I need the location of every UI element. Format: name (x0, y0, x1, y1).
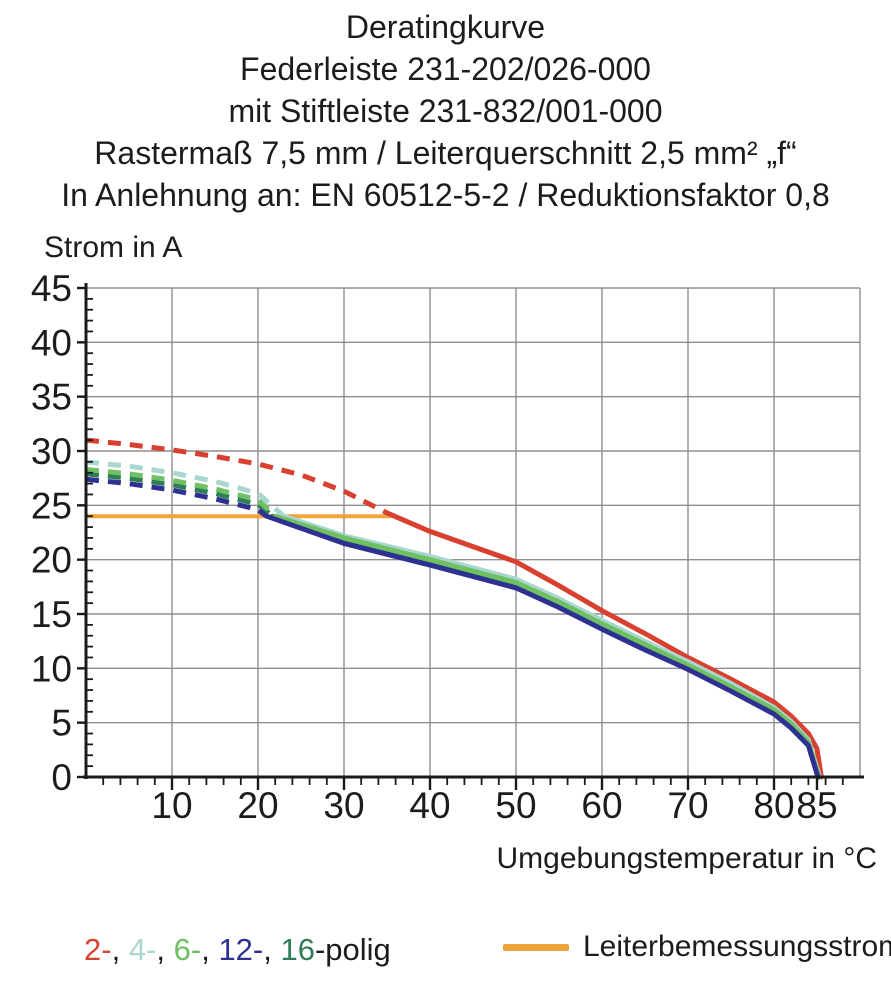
legend-pole-label: 2- (84, 932, 112, 967)
series-6-polig (85, 467, 822, 780)
legend-separator: , (156, 932, 174, 967)
y-tick-label: 45 (31, 268, 72, 309)
legend-pole-label: 4- (128, 932, 157, 967)
y-tick-label: 30 (31, 431, 72, 472)
legend-separator: , (201, 932, 219, 967)
x-tick-label: 20 (237, 785, 278, 826)
legend-pole-label: 6- (173, 932, 202, 967)
chart-title-line-5: In Anlehnung an: EN 60512-5-2 / Reduktio… (61, 177, 830, 213)
y-tick-label: 35 (31, 377, 72, 418)
chart-title-line-4: Rastermaß 7,5 mm / Leiterquerschnitt 2,5… (94, 135, 797, 171)
x-tick-labels: 10 20 30 40 50 60 70 80 85 (151, 785, 837, 826)
y-axis-title: Strom in A (44, 231, 183, 264)
rated-current-line-swatch (503, 943, 569, 951)
x-axis-title: Umgebungstemperatur in °C (496, 842, 877, 875)
x-tick-label: 30 (323, 785, 364, 826)
y-tick-label: 10 (31, 648, 72, 689)
x-tick-label: 80 (753, 785, 794, 826)
legend-pole-label: 16 (280, 932, 315, 967)
series-12-polig (85, 476, 821, 780)
x-tick-label: 40 (409, 785, 450, 826)
y-tick-label: 15 (31, 594, 72, 635)
grid (86, 287, 861, 777)
chart-title-line-2: Federleiste 231-202/026-000 (240, 51, 651, 87)
series-2-polig (85, 437, 824, 780)
chart-title-line-1: Deratingkurve (345, 9, 546, 45)
legend-separator: , (263, 932, 281, 967)
x-tick-label: 60 (581, 785, 622, 826)
legend-separator: , (111, 932, 129, 967)
series-4-polig (85, 459, 823, 780)
poles-legend-items: 2-, 4-, 6-, 12-, 16 (84, 932, 315, 967)
x-tick-label: 50 (495, 785, 536, 826)
y-tick-label: 5 (51, 703, 72, 744)
y-tick-label: 40 (31, 322, 72, 363)
axes (77, 283, 864, 790)
rated-current-legend-label: Leiterbemessungsstrom (583, 930, 891, 963)
chart-title-line-3: mit Stiftleiste 231-832/001-000 (228, 93, 663, 129)
rated-current-legend: Leiterbemessungsstrom (503, 930, 891, 964)
x-tick-label: 10 (151, 785, 192, 826)
legend-pole-label: 12- (218, 932, 264, 967)
x-tick-label: 70 (667, 785, 708, 826)
chart-title-block: Deratingkurve Federleiste 231-202/026-00… (0, 6, 891, 216)
y-tick-label: 25 (31, 485, 72, 526)
x-tick-label: 85 (796, 785, 837, 826)
y-tick-labels: 0 5 10 15 20 25 30 35 40 45 (31, 268, 72, 798)
poles-legend: 2-, 4-, 6-, 12-, 16-polig (84, 932, 391, 968)
poles-legend-suffix: -polig (314, 932, 391, 967)
y-tick-label: 0 (51, 757, 72, 798)
series-16-polig (85, 471, 822, 780)
y-tick-label: 20 (31, 540, 72, 581)
